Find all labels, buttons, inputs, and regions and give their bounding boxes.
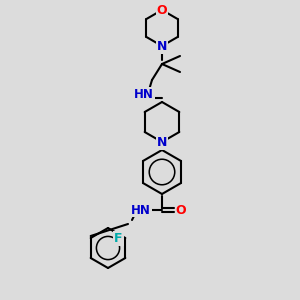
Text: O: O <box>176 203 186 217</box>
Text: N: N <box>157 40 167 52</box>
Text: N: N <box>157 136 167 148</box>
Text: F: F <box>114 232 123 244</box>
Text: O: O <box>157 4 167 16</box>
Text: HN: HN <box>134 88 154 100</box>
Text: HN: HN <box>131 203 151 217</box>
